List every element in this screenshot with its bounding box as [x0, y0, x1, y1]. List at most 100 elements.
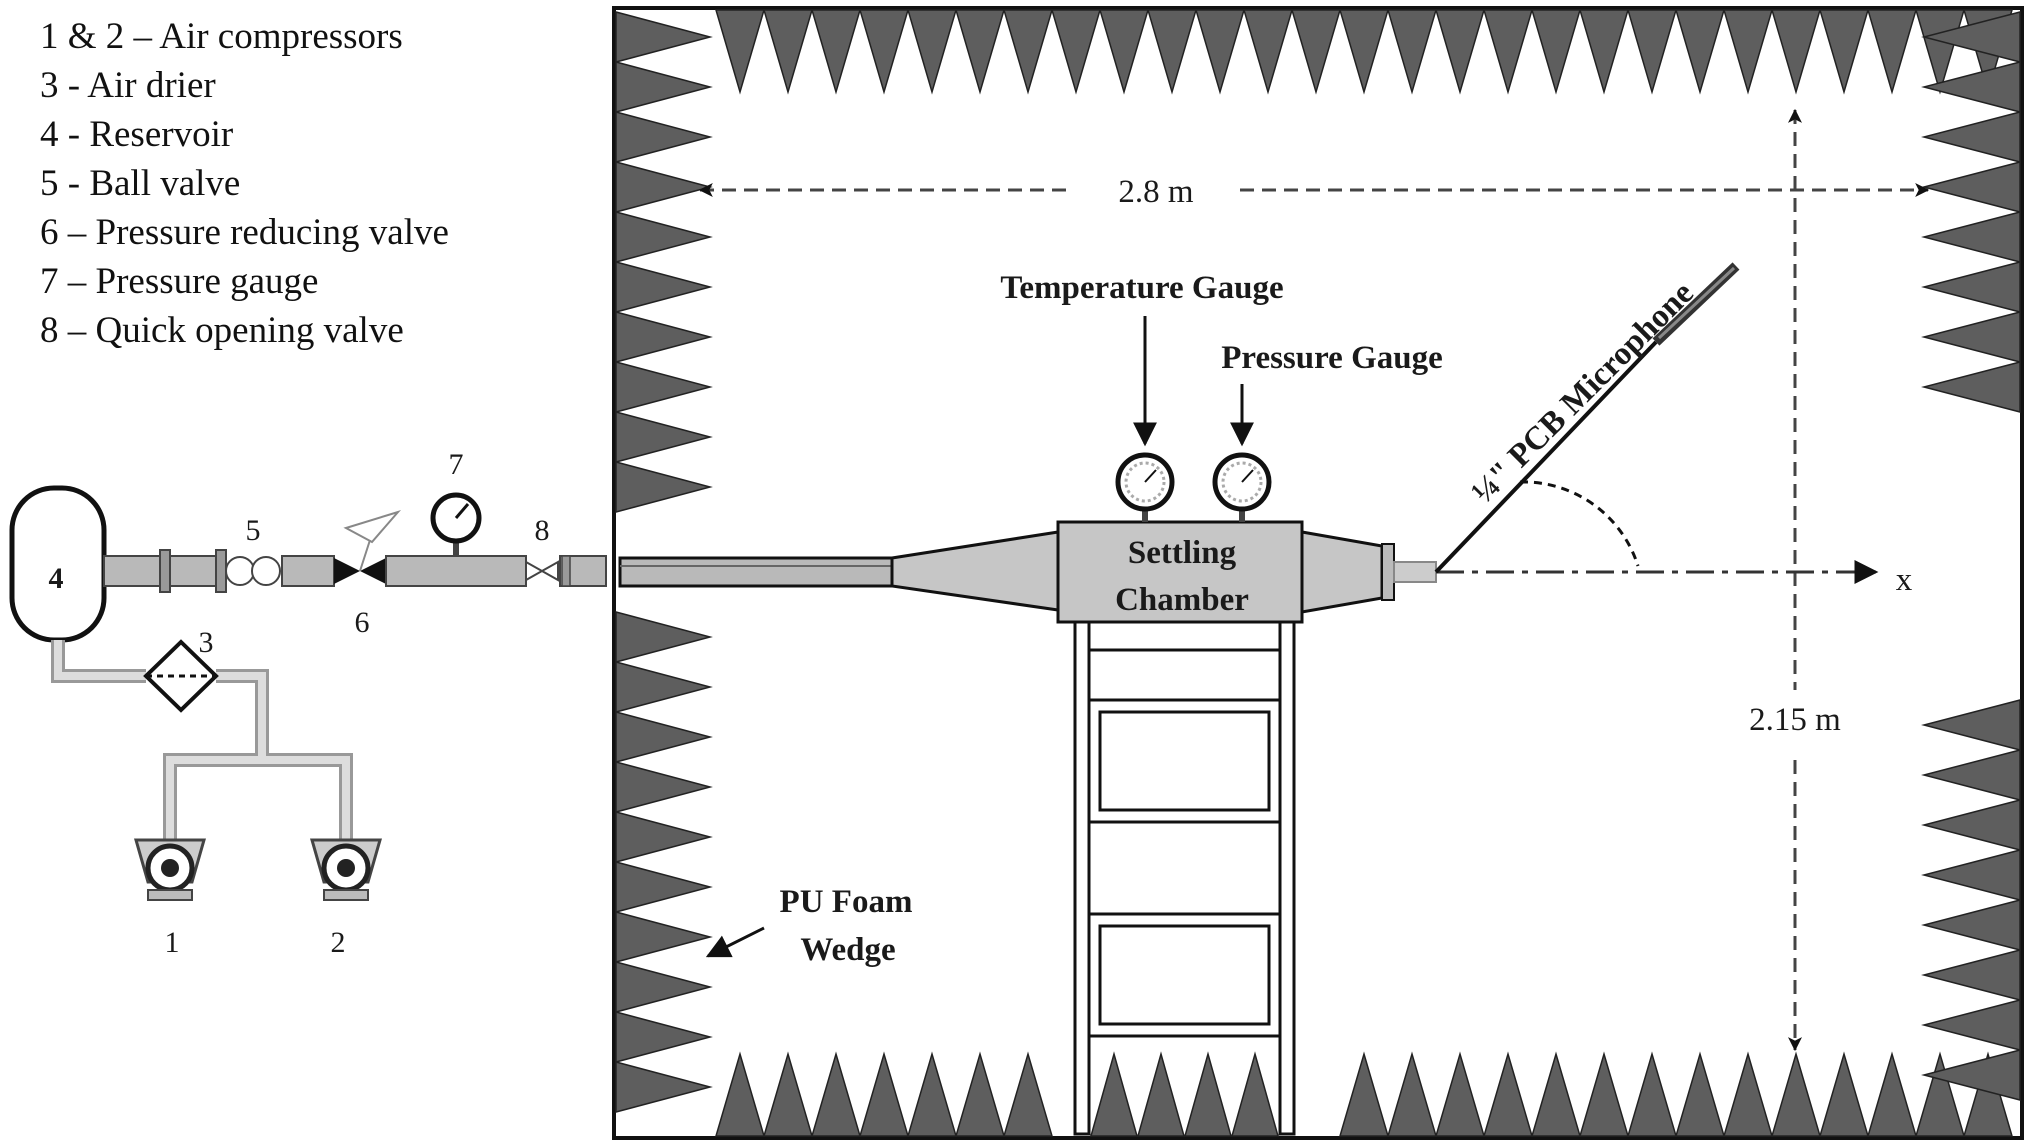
foam-wedge — [714, 1051, 766, 1137]
foam-wedge — [615, 911, 713, 963]
foam-wedge — [1674, 9, 1726, 95]
line-pressure-gauge — [430, 492, 482, 556]
foam-wedge — [615, 411, 713, 463]
reservoir-number: 4 — [49, 562, 64, 595]
foam-wedge — [906, 1051, 958, 1137]
legend-item-compressors: 1 & 2 – Air compressors — [40, 16, 403, 57]
legend-item-reservoir: 4 - Reservoir — [40, 114, 234, 155]
foam-wedge — [954, 1051, 1006, 1137]
foam-wedge — [1921, 1049, 2021, 1101]
foam-wedge — [1338, 9, 1390, 95]
foam-wedge — [1137, 1051, 1185, 1137]
foam-wedge — [615, 811, 713, 863]
foam-wedge — [1090, 1051, 1138, 1137]
foam-wedge — [1231, 1051, 1279, 1137]
compressor-piping: 3 — [51, 626, 353, 842]
foam-wedge — [1002, 9, 1054, 95]
foam-wedges — [615, 9, 2021, 1137]
foam-wedge — [1818, 9, 1870, 95]
foam-wedge — [615, 861, 713, 913]
foam-wedge — [615, 211, 713, 263]
foam-wedge — [810, 1051, 862, 1137]
compressor-1-number: 1 — [165, 926, 180, 959]
chamber-pressure-gauge — [1212, 452, 1272, 522]
component-legend: 1 & 2 – Air compressors 3 - Air drier 4 … — [40, 12, 449, 355]
foam-wedge — [858, 9, 910, 95]
height-label: 2.15 m — [1749, 702, 1841, 738]
foam-wedge — [1578, 1051, 1630, 1137]
foam-wedge — [1921, 849, 2021, 901]
foam-wedge — [858, 1051, 910, 1137]
foam-wedge — [1050, 9, 1102, 95]
foam-wedge — [1626, 1051, 1678, 1137]
foam-wedge — [954, 9, 1006, 95]
foam-wedge — [1921, 799, 2021, 851]
foam-wedge — [906, 9, 958, 95]
foam-wedge — [1770, 9, 1822, 95]
gauge-number: 7 — [449, 448, 464, 481]
foam-wedge — [1921, 949, 2021, 1001]
foam-wedge — [615, 161, 713, 213]
foam-wedge — [1921, 111, 2021, 163]
foam-wedge — [615, 711, 713, 763]
foam-wedge — [1338, 1051, 1390, 1137]
settling-chamber-label-2: Chamber — [1115, 582, 1249, 618]
foam-wedge — [1914, 1051, 1966, 1137]
compressor-2 — [310, 838, 382, 901]
foam-wedge — [1290, 9, 1342, 95]
prv-number: 6 — [355, 606, 370, 639]
foam-wedge — [1184, 1051, 1232, 1137]
quick-valve-number: 8 — [535, 514, 550, 547]
pressure-gauge-label: Pressure Gauge — [1221, 340, 1443, 376]
width-label: 2.8 m — [1118, 174, 1194, 210]
foam-wedge — [615, 311, 713, 363]
foam-wedge — [1921, 699, 2021, 751]
ball-valve-number: 5 — [246, 514, 261, 547]
microphone-label: ¼" PCB Microphone — [1465, 275, 1701, 511]
foam-wedge — [1921, 261, 2021, 313]
foam-wedge — [615, 661, 713, 713]
temperature-gauge-label: Temperature Gauge — [1000, 270, 1283, 306]
foam-wedge — [1530, 1051, 1582, 1137]
foam-wedge — [1921, 361, 2021, 413]
foam-wedge — [810, 9, 862, 95]
temperature-gauge — [1115, 452, 1175, 522]
foam-wedge — [615, 961, 713, 1013]
foam-wedge — [1921, 749, 2021, 801]
width-dimension: 2.8 m — [698, 174, 1930, 210]
foam-wedge — [714, 9, 766, 95]
foam-wedge — [1002, 1051, 1054, 1137]
foam-wedge — [1098, 9, 1150, 95]
pressure-reducing-valve — [334, 510, 402, 584]
foam-wedge-label-1: PU Foam — [780, 884, 913, 920]
foam-wedge — [615, 261, 713, 313]
foam-wedge — [1921, 999, 2021, 1051]
foam-wedge — [1530, 9, 1582, 95]
foam-wedge — [615, 111, 713, 163]
foam-wedge — [1921, 61, 2021, 113]
ball-valve — [225, 556, 255, 586]
foam-wedge — [615, 11, 713, 63]
foam-wedge — [615, 1061, 713, 1113]
foam-wedge — [615, 61, 713, 113]
foam-wedge — [1921, 311, 2021, 363]
air-drier — [143, 639, 219, 713]
foam-wedge — [1386, 1051, 1438, 1137]
foam-wedge — [1921, 161, 2021, 213]
foam-wedge — [1194, 9, 1246, 95]
quick-opening-valve — [525, 560, 559, 582]
legend-item-air-drier: 3 - Air drier — [40, 65, 216, 106]
foam-wedge-arrow — [705, 926, 765, 958]
reservoir: 4 — [9, 485, 107, 643]
foam-wedge — [1482, 9, 1534, 95]
axis-label: x — [1896, 562, 1913, 598]
foam-wedge — [615, 461, 713, 513]
settling-chamber-label-1: Settling — [1128, 535, 1237, 571]
foam-wedge — [762, 1051, 814, 1137]
compressor-2-number: 2 — [331, 926, 346, 959]
foam-wedge — [615, 611, 713, 663]
anechoic-chamber-frame — [612, 6, 2024, 1140]
support-stand — [1073, 620, 1296, 1136]
